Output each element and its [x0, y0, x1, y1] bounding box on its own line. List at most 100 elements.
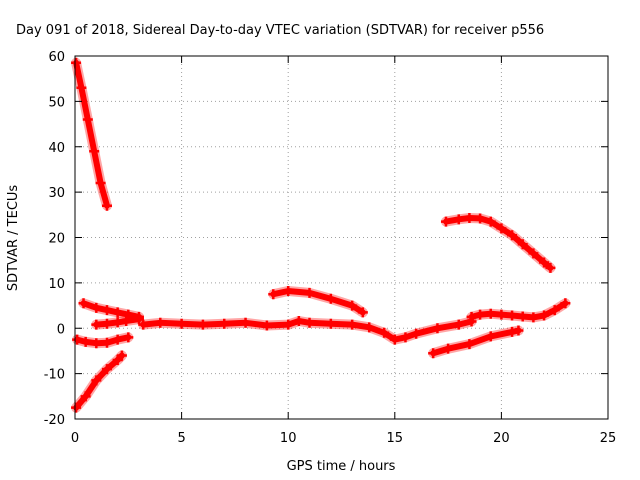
y-tick-label-4: 20 [48, 232, 65, 247]
series-2-point-1 [80, 336, 91, 347]
series-8-point-6 [528, 312, 539, 323]
series-9-point-0 [428, 348, 439, 359]
x-tick-label-2: 10 [280, 431, 297, 446]
series-3-point-1 [91, 302, 102, 313]
y-tick-label-1: -10 [44, 368, 65, 383]
series-8-point-9 [560, 298, 571, 309]
series-9-point-2 [464, 339, 475, 350]
series-5-point-13 [379, 327, 390, 338]
series-2-point-0 [72, 334, 83, 345]
series-5 [138, 315, 477, 345]
y-tick-label-7: 50 [48, 95, 65, 110]
grid [75, 56, 608, 419]
series-8-point-5 [517, 311, 528, 322]
series-1-point-5 [116, 350, 127, 361]
series-5-point-12 [364, 322, 375, 333]
series-7-point-10 [545, 262, 556, 273]
series-5-point-11 [347, 319, 358, 330]
series-7-point-6 [507, 230, 518, 241]
series-8-point-8 [549, 305, 560, 316]
series-6-point-1 [283, 286, 294, 297]
series-7-point-4 [485, 216, 496, 227]
series-8-point-7 [539, 310, 550, 321]
series-7-point-2 [464, 212, 475, 223]
series-0-point-2 [82, 114, 93, 125]
series-7-point-1 [453, 214, 464, 225]
series-8-point-0 [466, 311, 477, 322]
plot-frame [74, 55, 609, 420]
series-5-point-18 [453, 319, 464, 330]
series-2 [72, 332, 134, 349]
series-0-point-0 [71, 57, 82, 68]
series-2-point-2 [91, 338, 102, 349]
series-6-point-2 [304, 287, 315, 298]
x-tick-label-3: 15 [387, 431, 404, 446]
series-0-point-5 [101, 200, 112, 211]
x-tick-label-4: 20 [493, 431, 510, 446]
series-4 [91, 314, 144, 330]
series-7-point-5 [496, 223, 507, 234]
series-7-point-0 [440, 216, 451, 227]
series-8-trace [468, 300, 569, 321]
series-4-point-0 [133, 314, 144, 325]
series-5-point-5 [240, 317, 251, 328]
series-4-point-2 [112, 317, 123, 328]
x-tick-label-1: 5 [177, 431, 185, 446]
series-1-point-3 [101, 364, 112, 375]
series-5-point-2 [176, 318, 187, 329]
series-8-point-1 [475, 309, 486, 320]
series-1 [71, 350, 127, 413]
series-7-point-7 [517, 239, 528, 250]
series-5-point-16 [411, 328, 422, 339]
series-4-point-1 [121, 315, 132, 326]
series-7-point-3 [475, 213, 486, 224]
series-0-point-4 [95, 178, 106, 189]
series-9-point-1 [443, 343, 454, 354]
data-series [71, 57, 571, 413]
x-tick-label-0: 0 [71, 431, 79, 446]
series-0-point-3 [89, 146, 100, 157]
series-6 [268, 286, 368, 318]
series-1-point-0 [71, 402, 82, 413]
y-tick-label-0: -20 [44, 413, 65, 428]
series-5-point-8 [293, 315, 304, 326]
series-3-point-0 [78, 298, 89, 309]
x-tick-label-5: 25 [600, 431, 617, 446]
series-1-point-1 [80, 391, 91, 402]
series-5-point-17 [432, 323, 443, 334]
series-5-point-4 [219, 318, 230, 329]
series-9-point-5 [513, 325, 524, 336]
y-tick-label-8: 60 [48, 50, 65, 65]
series-9 [428, 325, 524, 359]
series-3-point-2 [101, 305, 112, 316]
series-5-point-6 [261, 320, 272, 331]
series-4-point-3 [101, 318, 112, 329]
series-8 [466, 298, 571, 323]
series-7-point-9 [539, 257, 550, 268]
series-5-point-14 [389, 334, 400, 345]
series-2-point-3 [101, 337, 112, 348]
y-tick-label-5: 30 [48, 186, 65, 201]
x-axis-label: GPS time / hours [287, 459, 396, 474]
series-0 [71, 57, 112, 211]
series-6-point-3 [325, 293, 336, 304]
series-6-point-4 [347, 300, 358, 311]
axis-ticks [74, 55, 609, 420]
y-tick-label-3: 10 [48, 277, 65, 292]
series-5-point-7 [283, 319, 294, 330]
series-9-point-4 [507, 326, 518, 337]
series-5-point-9 [304, 317, 315, 328]
series-3-point-3 [112, 307, 123, 318]
chart-title: Day 091 of 2018, Sidereal Day-to-day VTE… [16, 23, 544, 38]
series-8-point-3 [496, 309, 507, 320]
series-7-point-8 [528, 248, 539, 259]
series-7 [440, 212, 556, 273]
tick-labels: 0 5 10 15 20 25 -20 -10 0 10 20 30 40 50 60 [44, 50, 617, 446]
series-5-point-15 [400, 332, 411, 343]
series-6-point-0 [268, 289, 279, 300]
series-4-point-4 [91, 319, 102, 330]
series-2-point-4 [112, 334, 123, 345]
series-0-point-1 [76, 82, 87, 93]
series-5-point-0 [138, 319, 149, 330]
